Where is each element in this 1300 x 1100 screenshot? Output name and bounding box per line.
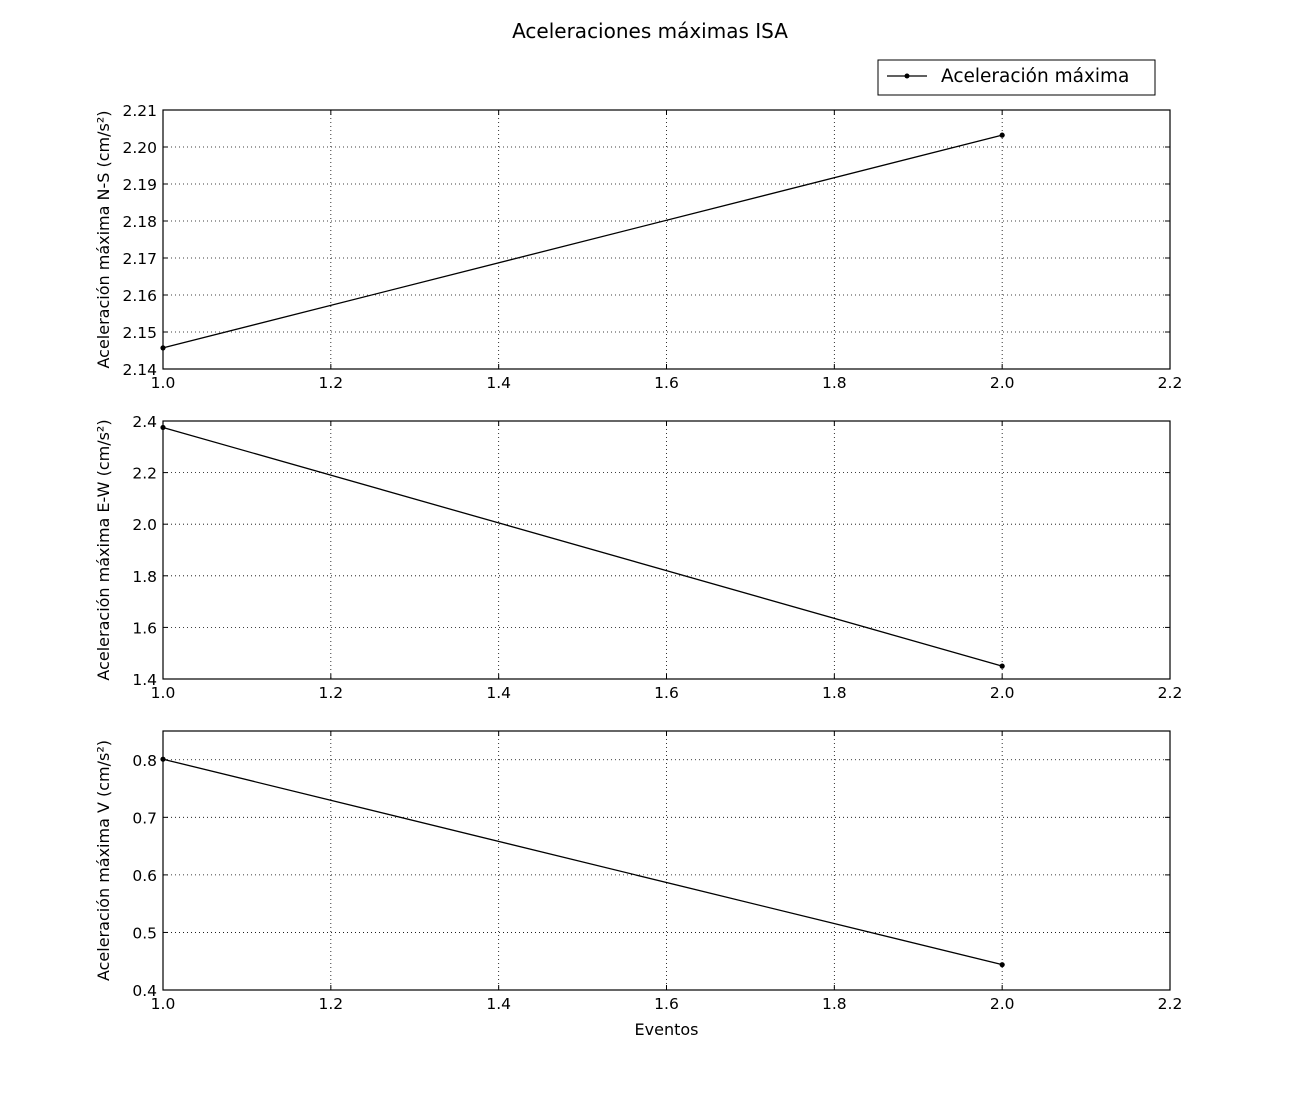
x-tick-label: 1.8 — [822, 684, 847, 702]
y-tick-label: 0.4 — [132, 982, 157, 1000]
y-tick-label: 1.6 — [132, 619, 157, 637]
y-tick-label: 2.21 — [122, 102, 157, 120]
legend-box — [877, 59, 1156, 96]
y-axis-label: Aceleración máxima E-W (cm/s²) — [94, 419, 113, 680]
x-tick-label: 1.4 — [486, 684, 511, 702]
subplots: 1.0 1.2 1.4 1.6 1.8 2.0 2.2 2.14 2.15 2.16 2.17 2.1… — [94, 102, 1182, 1039]
y-tick-label: 0.5 — [132, 924, 157, 942]
y-tick-label: 2.15 — [122, 324, 157, 342]
legend-entry-label: Aceleración máxima — [941, 66, 1129, 87]
x-tick-label: 1.2 — [319, 374, 344, 392]
y-tick-label: 2.4 — [132, 413, 157, 431]
x-tick-label: 1.6 — [654, 684, 679, 702]
y-tick-label: 0.7 — [132, 809, 157, 827]
data-point — [999, 663, 1005, 669]
y-tick-label: 2.18 — [122, 213, 157, 231]
series-line — [162, 758, 1003, 966]
data-point — [160, 345, 166, 351]
data-point — [999, 132, 1005, 138]
x-tick-label: 2.0 — [990, 374, 1015, 392]
x-tick-label: 1.2 — [319, 684, 344, 702]
y-axis-label: Aceleración máxima N-S (cm/s²) — [94, 110, 113, 368]
plot-frame — [162, 109, 1171, 370]
x-tick-label: 2.2 — [1158, 374, 1183, 392]
x-tick-label: 1.2 — [319, 995, 344, 1013]
y-tick-label: 1.8 — [132, 568, 157, 586]
x-tick-label: 2.0 — [990, 995, 1015, 1013]
y-axis-label: Aceleración máxima V (cm/s²) — [94, 740, 113, 981]
subplot-2: 1.0 1.2 1.4 1.6 1.8 2.0 2.2 1.4 1.6 1.8 2.0 2.2 2.4 A… — [94, 413, 1182, 702]
x-tick-label: 1.6 — [654, 995, 679, 1013]
chart-title: Aceleraciones máximas ISA — [512, 19, 788, 43]
subplot-1: 1.0 1.2 1.4 1.6 1.8 2.0 2.2 2.14 2.15 2.16 2.17 2.1… — [94, 102, 1182, 392]
series-line — [162, 426, 1003, 667]
x-tick-label: 1.8 — [822, 995, 847, 1013]
y-tick-label: 2.20 — [122, 139, 157, 157]
x-tick-label: 2.2 — [1158, 684, 1183, 702]
data-point — [160, 424, 166, 431]
x-tick-label: 2.0 — [990, 684, 1015, 702]
y-tick-label: 0.6 — [132, 867, 157, 885]
x-tick-label: 1.8 — [822, 374, 847, 392]
x-tick-label: 1.0 — [151, 374, 176, 392]
y-tick-label: 2.19 — [122, 176, 157, 194]
legend: Aceleración máxima — [877, 59, 1156, 96]
x-tick-label: 2.2 — [1158, 995, 1183, 1013]
legend-marker-swatch — [904, 73, 910, 79]
series-line — [162, 134, 1003, 349]
y-tick-label: 2.0 — [132, 516, 157, 534]
data-point — [160, 756, 166, 762]
plot-frame — [162, 730, 1171, 991]
x-axis-label: Eventos — [635, 1020, 699, 1039]
y-tick-label: 0.8 — [132, 752, 157, 770]
x-tick-label: 1.0 — [151, 684, 176, 702]
y-tick-label: 1.4 — [132, 671, 157, 689]
plot-frame — [162, 420, 1171, 680]
y-tick-label: 2.17 — [122, 250, 157, 268]
y-tick-label: 2.14 — [122, 361, 157, 379]
x-tick-label: 1.4 — [486, 374, 511, 392]
x-tick-label: 1.4 — [486, 995, 511, 1013]
x-tick-label: 1.0 — [151, 995, 176, 1013]
x-tick-label: 1.6 — [654, 374, 679, 392]
y-tick-label: 2.2 — [132, 465, 157, 483]
subplot-3: 1.0 1.2 1.4 1.6 1.8 2.0 2.2 0.4 0.5 0.6 0.7 0.8 Acel… — [94, 730, 1183, 1039]
data-point — [999, 962, 1005, 968]
y-tick-label: 2.16 — [122, 287, 157, 305]
